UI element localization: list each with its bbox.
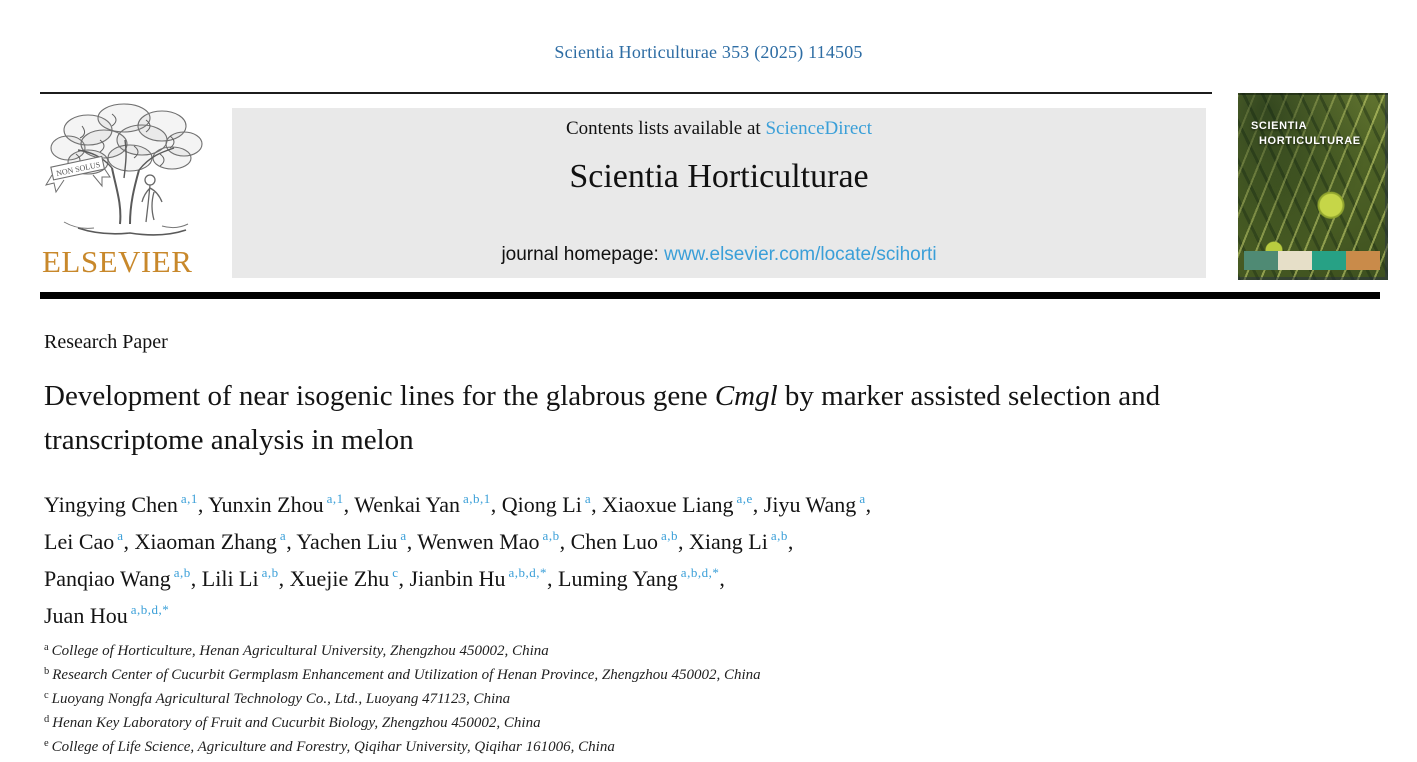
elsevier-tree-icon: NON SOLUS bbox=[44, 103, 203, 236]
elsevier-logo: NON SOLUS ELSEVIER bbox=[40, 96, 230, 280]
journal-cover-thumbnail: SCIENTIA HORTICULTURAE bbox=[1238, 93, 1388, 280]
affiliation: e College of Life Science, Agriculture an… bbox=[44, 738, 615, 755]
article-title: Development of near isogenic lines for t… bbox=[44, 374, 1209, 462]
author: Yunxin Zhou a,1, bbox=[208, 491, 355, 517]
cover-photo-strip bbox=[1244, 251, 1380, 270]
author: Jiyu Wang a, bbox=[763, 491, 872, 517]
author: Lili Li a,b, bbox=[201, 565, 290, 591]
author: Xiaoman Zhang a, bbox=[134, 528, 297, 554]
sciencedirect-link[interactable]: ScienceDirect bbox=[765, 118, 873, 139]
author: Lei Cao a, bbox=[44, 528, 135, 554]
banner-journal-title: Scientia Horticulturae bbox=[569, 158, 869, 195]
cover-strip-cell bbox=[1346, 251, 1380, 270]
affiliation: a College of Horticulture, Henan Agricult… bbox=[44, 642, 549, 659]
cover-strip-cell bbox=[1278, 251, 1312, 270]
cover-title: SCIENTIA HORTICULTURAE bbox=[1251, 119, 1361, 149]
journal-citation-link[interactable]: Scientia Horticulturae 353 (2025) 114505 bbox=[554, 42, 863, 62]
contents-prefix: Contents lists available at bbox=[565, 118, 766, 139]
author: Luming Yang a,b,d,*, bbox=[558, 565, 725, 591]
author: Qiong Li a, bbox=[501, 491, 603, 517]
author-list: Yingying Chen a,1, Yunxin Zhou a,1, Wenkai… bbox=[44, 488, 1254, 636]
author: Panqiao Wang a,b, bbox=[44, 565, 202, 591]
masthead-top-rule bbox=[40, 92, 1212, 94]
author: Xiaoxue Liang a,e, bbox=[602, 491, 764, 517]
author: Yingying Chen a,1, bbox=[44, 491, 209, 517]
cover-strip-cell bbox=[1312, 251, 1346, 270]
cover-title-line1: SCIENTIA bbox=[1251, 120, 1308, 132]
title-pre: Development of near isogenic lines for t… bbox=[44, 380, 715, 412]
homepage-prefix: journal homepage: bbox=[501, 244, 665, 265]
elsevier-wordmark: ELSEVIER bbox=[42, 244, 193, 279]
article-type-label: Research Paper bbox=[44, 331, 168, 353]
title-post: by marker assisted selection and transcr… bbox=[44, 380, 1161, 456]
author: Wenkai Yan a,b,1, bbox=[354, 491, 502, 517]
affiliation: c Luoyang Nongfa Agricultural Technology … bbox=[44, 690, 511, 707]
author: Jianbin Hu a,b,d,*, bbox=[409, 565, 558, 591]
section-divider-rule bbox=[40, 292, 1380, 299]
contents-line: Contents lists available at ScienceDirec… bbox=[232, 118, 1206, 140]
author: Juan Hou a,b,d,* bbox=[44, 602, 170, 628]
journal-banner: Contents lists available at ScienceDirec… bbox=[232, 108, 1206, 278]
affiliation: b Research Center of Cucurbit Germplasm E… bbox=[44, 666, 761, 683]
homepage-url-link[interactable]: www.elsevier.com/locate/scihorti bbox=[664, 244, 937, 265]
author: Xiang Li a,b, bbox=[689, 528, 794, 554]
cover-strip-cell bbox=[1244, 251, 1278, 270]
author: Yachen Liu a, bbox=[296, 528, 418, 554]
affiliation: d Henan Key Laboratory of Fruit and Cucur… bbox=[44, 714, 541, 731]
affiliation-list: a College of Horticulture, Henan Agricult… bbox=[44, 640, 1254, 760]
cover-title-line2: HORTICULTURAE bbox=[1259, 135, 1361, 147]
author: Xuejie Zhu c, bbox=[289, 565, 410, 591]
homepage-line: journal homepage: www.elsevier.com/locat… bbox=[232, 244, 1206, 266]
author: Chen Luo a,b, bbox=[570, 528, 689, 554]
author: Wenwen Mao a,b, bbox=[417, 528, 571, 554]
title-gene-italic: Cmgl bbox=[714, 380, 778, 412]
